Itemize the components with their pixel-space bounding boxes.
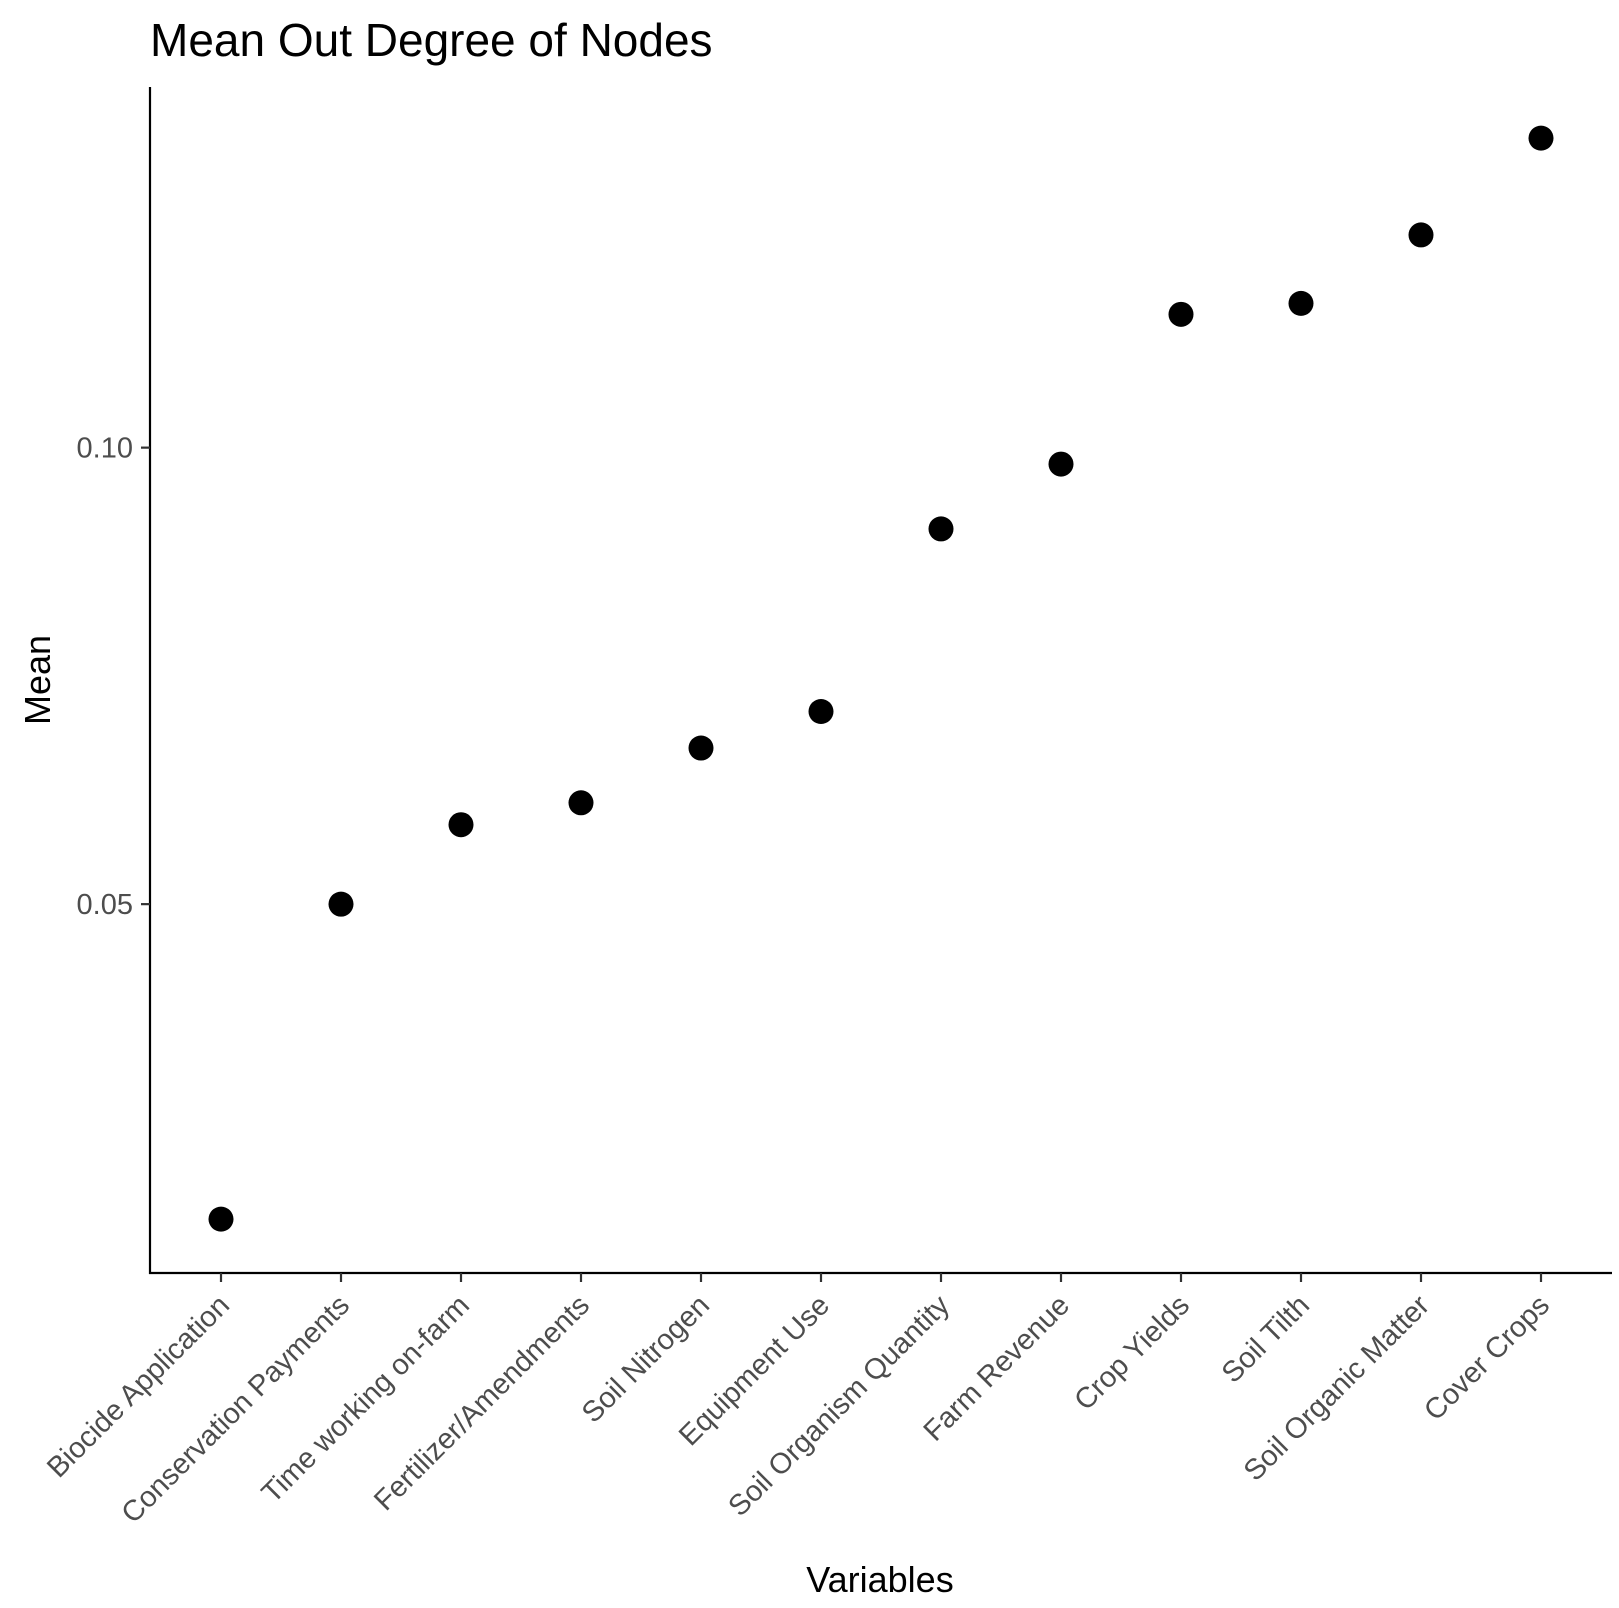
data-point <box>1408 222 1434 248</box>
x-tick-label: Cover Crops <box>1418 1289 1556 1427</box>
x-tick-label: Fertilizer/Amendments <box>368 1289 596 1517</box>
data-point <box>1528 125 1554 151</box>
data-point <box>688 735 714 761</box>
y-tick-label: 0.05 <box>77 889 133 921</box>
y-axis-ticks: 0.05 0.10 <box>77 433 150 921</box>
data-point <box>1048 451 1074 477</box>
data-point <box>1168 301 1194 327</box>
data-point <box>328 891 354 917</box>
y-tick-label: 0.10 <box>77 433 133 465</box>
x-tick-label: Conservation Payments <box>116 1289 356 1529</box>
x-axis-title: Variables <box>806 1559 953 1600</box>
x-tick-label: Soil Organism Quantity <box>722 1289 956 1523</box>
x-tick-label: Crop Yields <box>1068 1289 1196 1417</box>
data-point <box>808 698 834 724</box>
y-axis-title: Mean <box>17 635 58 725</box>
plot-area <box>208 125 1554 1232</box>
x-tick-label: Soil Tilth <box>1216 1289 1316 1389</box>
chart-title: Mean Out Degree of Nodes <box>150 14 713 66</box>
x-tick-label: Time working on-farm <box>256 1289 476 1509</box>
data-point <box>1288 290 1314 316</box>
data-point <box>448 812 474 838</box>
data-point <box>928 516 954 542</box>
data-point <box>208 1206 234 1232</box>
data-point <box>568 790 594 816</box>
